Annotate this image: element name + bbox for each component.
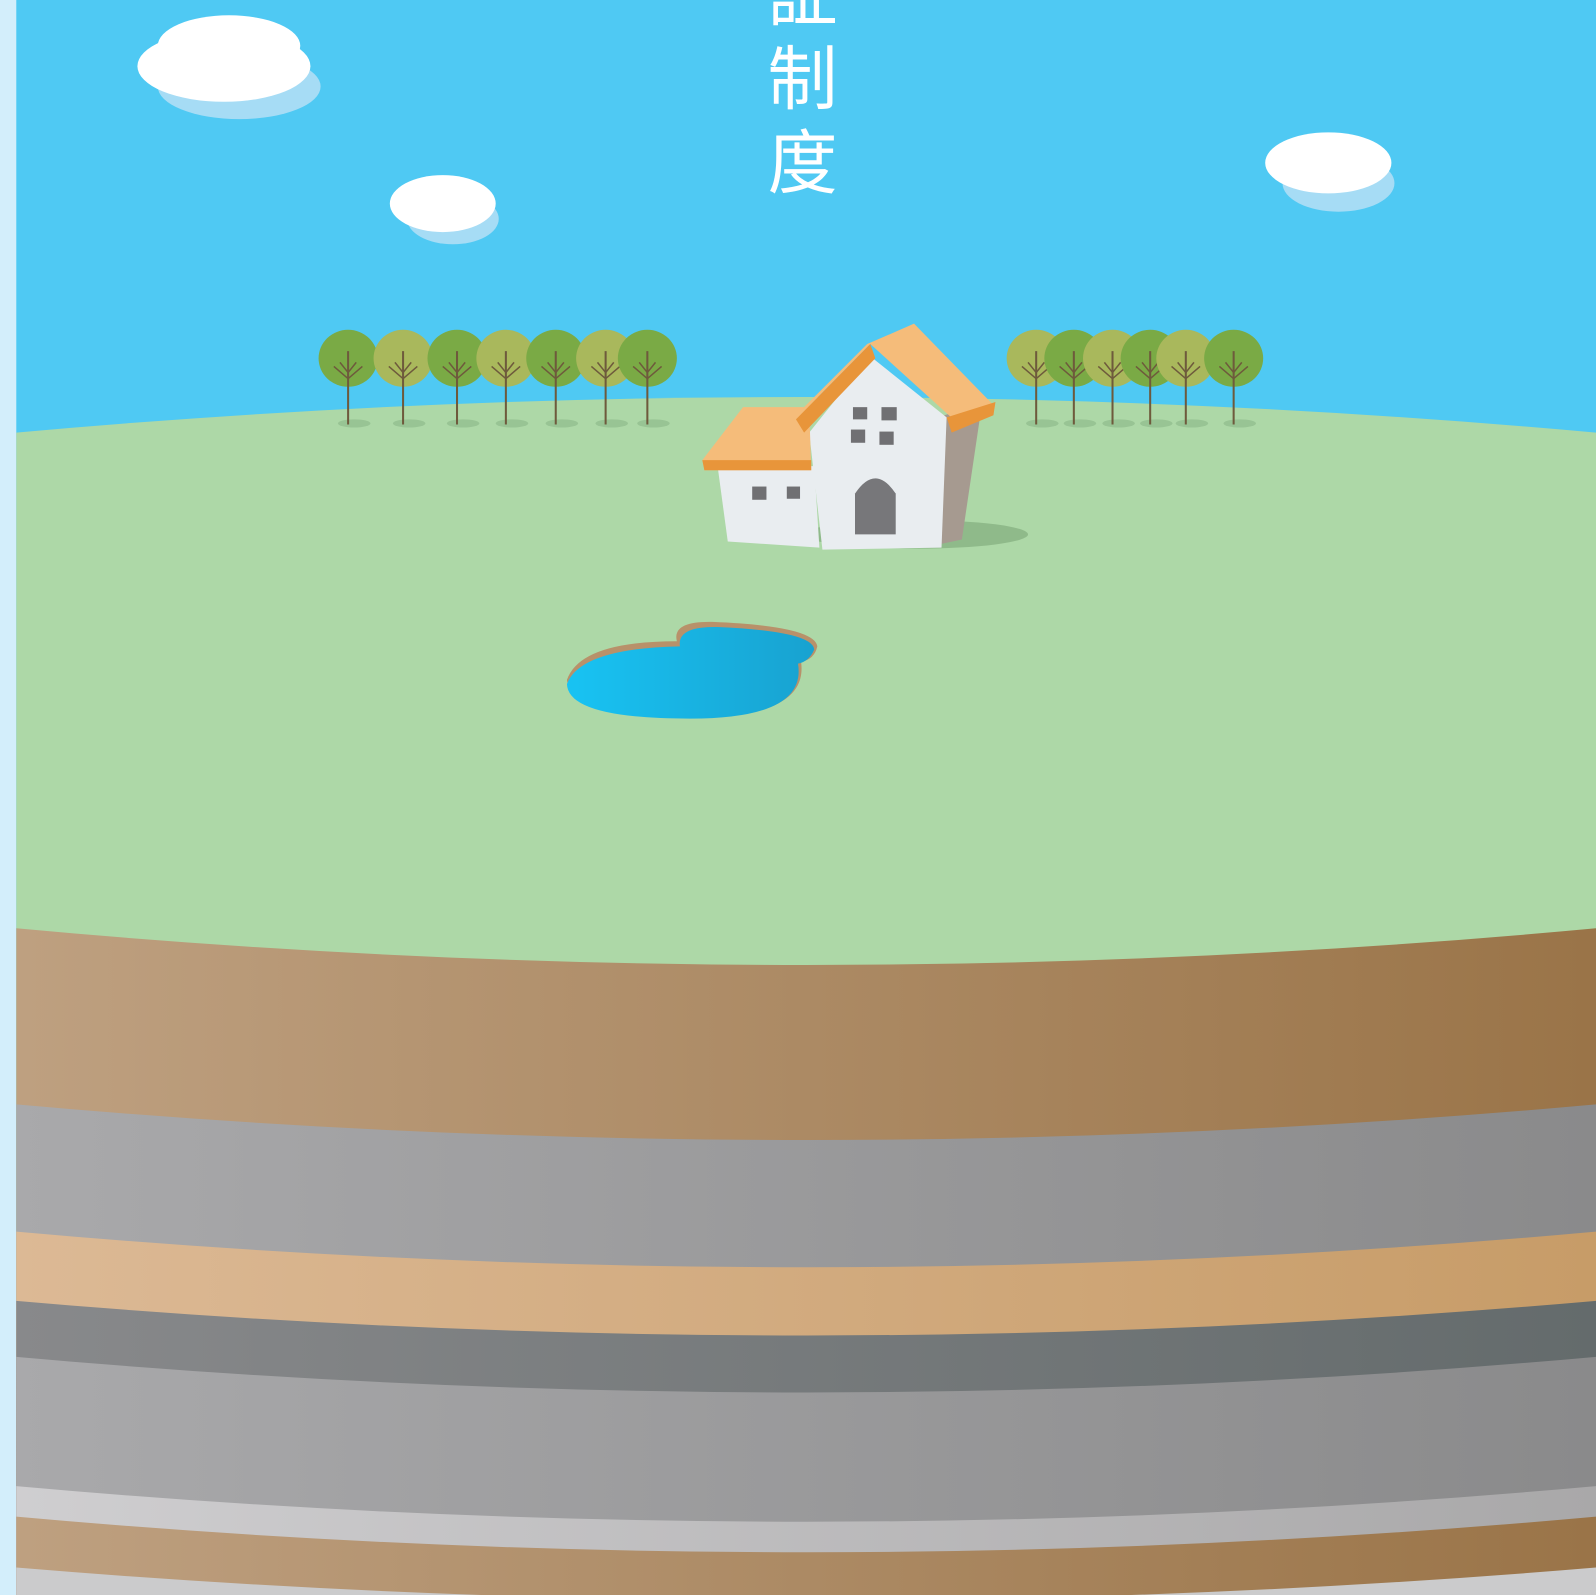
left-strip <box>0 0 17 1595</box>
trees <box>318 329 1264 428</box>
tree-part <box>388 361 418 380</box>
tree-part <box>1171 361 1201 380</box>
clouds <box>137 15 1395 245</box>
soil-layer <box>16 1516 1596 1595</box>
house <box>702 323 1029 550</box>
pond <box>566 626 815 719</box>
tree-part <box>1175 419 1209 428</box>
tree-part <box>590 361 621 380</box>
tree-part <box>632 361 663 380</box>
tree-part <box>491 361 521 380</box>
tree-part <box>595 419 629 428</box>
tree-part <box>1218 361 1249 380</box>
tree-part <box>392 419 426 428</box>
tree-part <box>545 419 579 428</box>
tree-part <box>1097 361 1128 380</box>
tree-part <box>1223 419 1257 428</box>
strata <box>16 396 1596 1595</box>
tree-part <box>541 361 571 380</box>
title: 証制度 <box>756 0 838 210</box>
tree-part <box>1021 361 1051 380</box>
tree-part <box>1140 419 1173 428</box>
light-layer <box>16 1567 1596 1595</box>
tree-part <box>495 419 529 428</box>
tree-part <box>1026 419 1059 428</box>
tree-part <box>442 361 472 380</box>
tree-part <box>337 419 371 428</box>
tree-part <box>446 419 480 428</box>
tree-part <box>333 361 363 380</box>
tree-part <box>1102 419 1135 428</box>
tree-part <box>1063 419 1097 428</box>
tree-part <box>1059 361 1089 380</box>
tree-part <box>637 419 670 428</box>
